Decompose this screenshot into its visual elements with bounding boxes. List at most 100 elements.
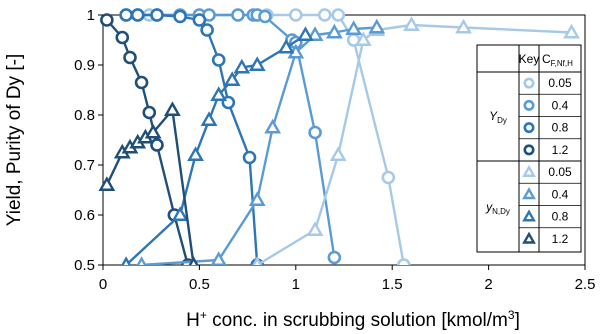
legend-purity-group: yN,Dy [485, 200, 510, 216]
legend-value: 0.8 [552, 121, 569, 135]
x-tick-label: 1.5 [382, 276, 403, 293]
data-point [233, 58, 251, 74]
data-point [211, 53, 226, 67]
legend-header-c-sub: F,Nf,H [551, 59, 573, 68]
legend-triangle-marker [522, 231, 536, 244]
series-line [125, 33, 307, 265]
x-axis-label-sup2: 3 [508, 308, 515, 322]
data-point [200, 23, 214, 37]
series-8 [98, 101, 199, 265]
data-point [306, 26, 324, 41]
tick-labels: 0 0.5 1 1.5 2 2.50.50.60.70.80.91 [74, 7, 595, 293]
data-point [187, 146, 204, 161]
data-point [242, 150, 257, 165]
legend-value: 1.2 [552, 143, 569, 157]
data-point [317, 8, 332, 22]
data-point [150, 8, 164, 22]
data-point [563, 23, 580, 39]
y-tick-label: 1 [87, 7, 95, 24]
legend-header-c: CF,Nf,H [542, 52, 573, 68]
data-point [100, 13, 114, 27]
data-point [331, 8, 346, 22]
data-point [121, 256, 132, 265]
legend-yield-sub: Dy [497, 116, 507, 125]
legend-circle-marker [523, 77, 535, 89]
data-point [210, 251, 227, 265]
data-point [142, 105, 157, 120]
data-point [223, 71, 241, 86]
x-axis-label-h: H [186, 310, 200, 331]
y-tick-label: 0.6 [74, 207, 95, 224]
data-point [288, 8, 303, 22]
series-6 [136, 18, 386, 265]
data-point [327, 250, 342, 265]
x-tick-label: 1 [292, 276, 300, 293]
data-point [119, 8, 133, 22]
y-axis-label: Yield, Purity of Dy [-] [4, 54, 25, 226]
data-point [306, 221, 324, 236]
legend-purity-main: y [485, 200, 493, 214]
data-point [345, 20, 363, 35]
data-point [329, 146, 347, 161]
data-point [231, 8, 245, 22]
data-point [188, 256, 199, 265]
data-point [210, 86, 228, 101]
y-tick-label: 0.9 [74, 57, 95, 74]
data-point [144, 123, 162, 139]
data-point [150, 138, 164, 152]
data-point [136, 256, 147, 265]
x-tick-label: 0 [99, 276, 107, 293]
data-point [248, 56, 266, 71]
data-point [173, 9, 187, 24]
data-point [164, 101, 181, 116]
x-tick-label: 0.5 [189, 276, 210, 293]
y-tick-label: 0.8 [74, 107, 95, 124]
legend-yield-main: Y [489, 109, 498, 123]
legend-header-c-main: C [542, 52, 551, 66]
data-point [248, 191, 266, 206]
x-axis-label-mid: conc. in scrubbing solution [kmol/m [207, 310, 508, 331]
data-point [134, 75, 149, 90]
legend-value: 0.4 [552, 98, 569, 112]
legend-purity-sub: N,Dy [492, 207, 510, 216]
data-point [264, 118, 282, 134]
legend-triangle-marker [522, 209, 536, 222]
legend-header-key: Key [519, 52, 540, 66]
y-tick-label: 0.5 [74, 257, 95, 274]
legend-value: 0.4 [552, 187, 569, 201]
x-axis-label-sup1: + [200, 308, 207, 322]
legend: Key CF,Nf,H YDy yN,Dy 0.05 0.4 0.8 1.2 0.05 0… [476, 44, 582, 253]
data-point [455, 18, 472, 34]
data-point [98, 176, 116, 191]
legend-value: 1.2 [552, 232, 569, 246]
series-7 [121, 26, 314, 265]
data-point [308, 125, 322, 140]
x-tick-label: 2.5 [575, 276, 596, 293]
y-tick-label: 0.7 [74, 157, 95, 174]
legend-value: 0.8 [552, 210, 569, 224]
legend-circle-marker [523, 122, 535, 134]
data-point [368, 18, 386, 34]
data-point [252, 256, 263, 265]
data-point [396, 258, 411, 265]
data-point [258, 9, 272, 24]
data-point [354, 31, 372, 46]
data-point [192, 13, 207, 27]
data-point [403, 16, 420, 31]
legend-circle-marker [523, 144, 535, 156]
legend-triangle-marker [522, 187, 536, 200]
data-point [115, 30, 130, 45]
series-3 [119, 8, 265, 265]
legend-triangle-marker [522, 164, 536, 177]
x-axis-label-end: ] [515, 310, 520, 331]
data-point [297, 26, 314, 41]
data-point [130, 8, 145, 22]
data-point [200, 111, 218, 126]
legend-value: 0.05 [548, 76, 572, 90]
x-tick-label: 2 [484, 276, 492, 293]
legend-yield-group: YDy [489, 109, 507, 125]
legend-value: 0.05 [548, 165, 572, 179]
data-point [325, 23, 343, 39]
data-point [277, 38, 295, 54]
